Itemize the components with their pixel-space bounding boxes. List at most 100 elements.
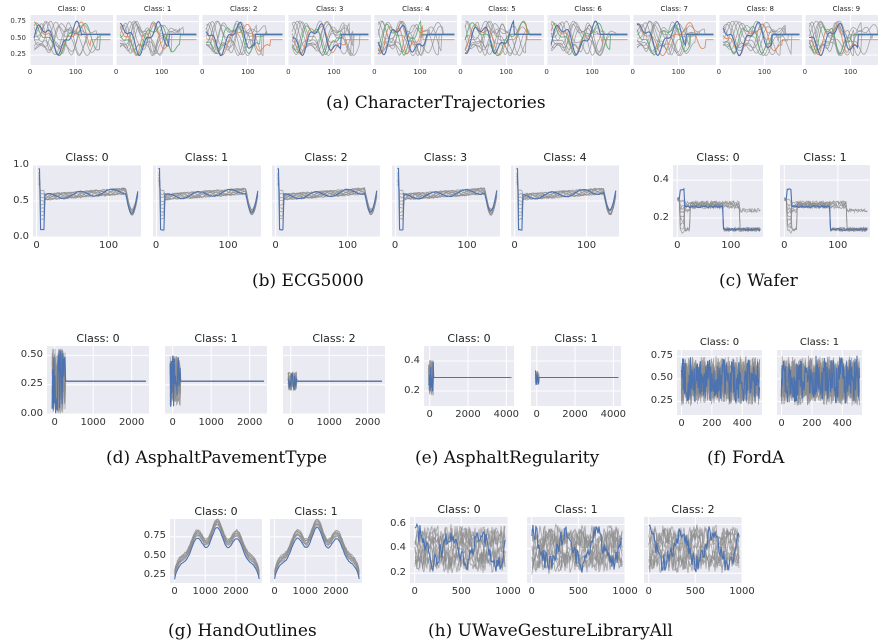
series-line-sample xyxy=(275,521,360,573)
plot-svg-c-0 xyxy=(673,165,763,237)
plot-svg-h-2 xyxy=(644,517,742,583)
series-line-sample xyxy=(429,361,512,391)
series-line-sample xyxy=(536,373,619,384)
panel-title-d-1: Class: 1 xyxy=(165,332,267,345)
series-line-sample xyxy=(38,183,137,212)
panel-title-c-0: Class: 0 xyxy=(673,151,763,164)
y-tick-label: 0.75 xyxy=(633,350,673,361)
panel-title-h-1: Class: 1 xyxy=(527,503,625,516)
caption-c: (c) Wafer xyxy=(719,271,798,291)
x-tick-label: 100 xyxy=(808,240,868,251)
y-tick-label: 0.2 xyxy=(629,212,669,223)
series-line-sample xyxy=(429,361,512,391)
y-tick-label: 0.75 xyxy=(0,17,26,25)
panel-title-b-3: Class: 3 xyxy=(392,151,500,164)
series-line-sample xyxy=(429,364,512,392)
panel-title-h-0: Class: 0 xyxy=(410,503,508,516)
y-tick-label: 0.25 xyxy=(0,50,26,58)
plot-svg-d-0 xyxy=(47,346,149,414)
panel-title-f-0: Class: 0 xyxy=(677,337,762,348)
caption-h: (h) UWaveGestureLibraryAll xyxy=(428,621,673,641)
y-tick-label: 0.2 xyxy=(380,385,420,396)
x-tick-label: 0 xyxy=(246,240,306,251)
plot-svg-h-0 xyxy=(410,517,508,583)
series-line-sample xyxy=(536,374,619,385)
plot-svg-h-1 xyxy=(527,517,625,583)
plot-svg-a-4 xyxy=(374,15,457,65)
plot-svg-f-0 xyxy=(677,350,762,415)
x-tick-label: 2000 xyxy=(306,586,366,597)
x-tick-label: 100 xyxy=(557,240,617,251)
panel-title-b-2: Class: 2 xyxy=(272,151,380,164)
x-tick-label: 0 xyxy=(647,240,707,251)
plot-svg-a-6 xyxy=(547,15,630,65)
x-tick-label: 100 xyxy=(701,240,761,251)
plot-svg-a-9 xyxy=(805,15,878,65)
plot-svg-g-0 xyxy=(170,519,262,583)
plot-svg-b-4 xyxy=(511,165,619,237)
panel-title-b-0: Class: 0 xyxy=(33,151,141,164)
panel-title-a-4: Class: 4 xyxy=(374,5,457,13)
series-line-sample xyxy=(175,519,260,571)
panel-title-a-3: Class: 3 xyxy=(288,5,371,13)
y-tick-label: 0.6 xyxy=(366,518,406,529)
series-line-sample xyxy=(536,375,619,383)
plot-svg-a-2 xyxy=(202,15,285,65)
y-tick-label: 0.4 xyxy=(380,355,420,366)
panel-title-a-5: Class: 5 xyxy=(461,5,544,13)
plot-svg-e-1 xyxy=(531,346,621,406)
series-line-sample xyxy=(536,374,619,382)
series-line-sample xyxy=(429,362,512,392)
plot-svg-a-0 xyxy=(30,15,113,65)
plot-svg-b-0 xyxy=(33,165,141,237)
plot-svg-a-7 xyxy=(633,15,716,65)
panel-title-d-0: Class: 0 xyxy=(47,332,149,345)
panel-title-a-1: Class: 1 xyxy=(116,5,199,13)
y-tick-label: 0.0 xyxy=(0,231,29,242)
series-line-sample xyxy=(397,180,496,210)
x-tick-label: 0 xyxy=(126,240,186,251)
panel-title-a-2: Class: 2 xyxy=(202,5,285,13)
plot-svg-f-1 xyxy=(777,350,862,415)
series-line-sample xyxy=(429,360,512,388)
y-tick-label: 0.75 xyxy=(126,530,166,541)
y-tick-label: 0.00 xyxy=(3,408,43,419)
plot-svg-a-8 xyxy=(719,15,802,65)
series-line-sample xyxy=(175,522,260,575)
caption-f: (f) FordA xyxy=(707,448,784,468)
plot-svg-a-5 xyxy=(461,15,544,65)
plot-svg-b-1 xyxy=(153,165,261,237)
panel-title-e-1: Class: 1 xyxy=(531,332,621,345)
caption-a: (a) CharacterTrajectories xyxy=(326,93,546,113)
plot-svg-b-2 xyxy=(272,165,380,237)
caption-b: (b) ECG5000 xyxy=(252,271,364,291)
x-tick-label: 1000 xyxy=(712,586,772,597)
x-tick-label: 2000 xyxy=(338,417,398,428)
y-tick-label: 0.4 xyxy=(366,542,406,553)
x-tick-label: 0 xyxy=(485,240,545,251)
plot-svg-a-1 xyxy=(116,15,199,65)
x-tick-label: 0 xyxy=(754,240,814,251)
series-line-highlight xyxy=(429,362,512,392)
x-tick-label: 400 xyxy=(812,418,872,429)
panel-title-b-1: Class: 1 xyxy=(153,151,261,164)
panel-title-a-7: Class: 7 xyxy=(633,5,716,13)
x-tick-label: 4000 xyxy=(583,409,643,420)
y-tick-label: 0.50 xyxy=(126,550,166,561)
plot-svg-e-0 xyxy=(424,346,514,406)
plot-svg-b-3 xyxy=(392,165,500,237)
series-line-sample xyxy=(275,521,360,573)
panel-title-g-0: Class: 0 xyxy=(170,505,262,518)
series-line-sample xyxy=(536,374,619,383)
panel-title-d-2: Class: 2 xyxy=(283,332,385,345)
series-line-highlight xyxy=(536,370,619,384)
series-line-sample xyxy=(516,176,615,215)
series-line-sample xyxy=(175,521,260,573)
x-tick-label: 100 xyxy=(821,68,878,76)
panel-title-f-1: Class: 1 xyxy=(777,337,862,348)
panel-title-a-0: Class: 0 xyxy=(30,5,113,13)
y-tick-label: 0.50 xyxy=(633,372,673,383)
y-tick-label: 1.0 xyxy=(0,159,29,170)
series-line-sample xyxy=(34,22,110,56)
plot-svg-d-1 xyxy=(165,346,267,414)
